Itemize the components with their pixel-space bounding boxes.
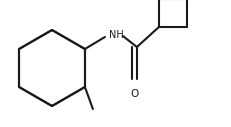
Text: O: O: [131, 89, 139, 99]
Text: NH: NH: [109, 30, 124, 40]
